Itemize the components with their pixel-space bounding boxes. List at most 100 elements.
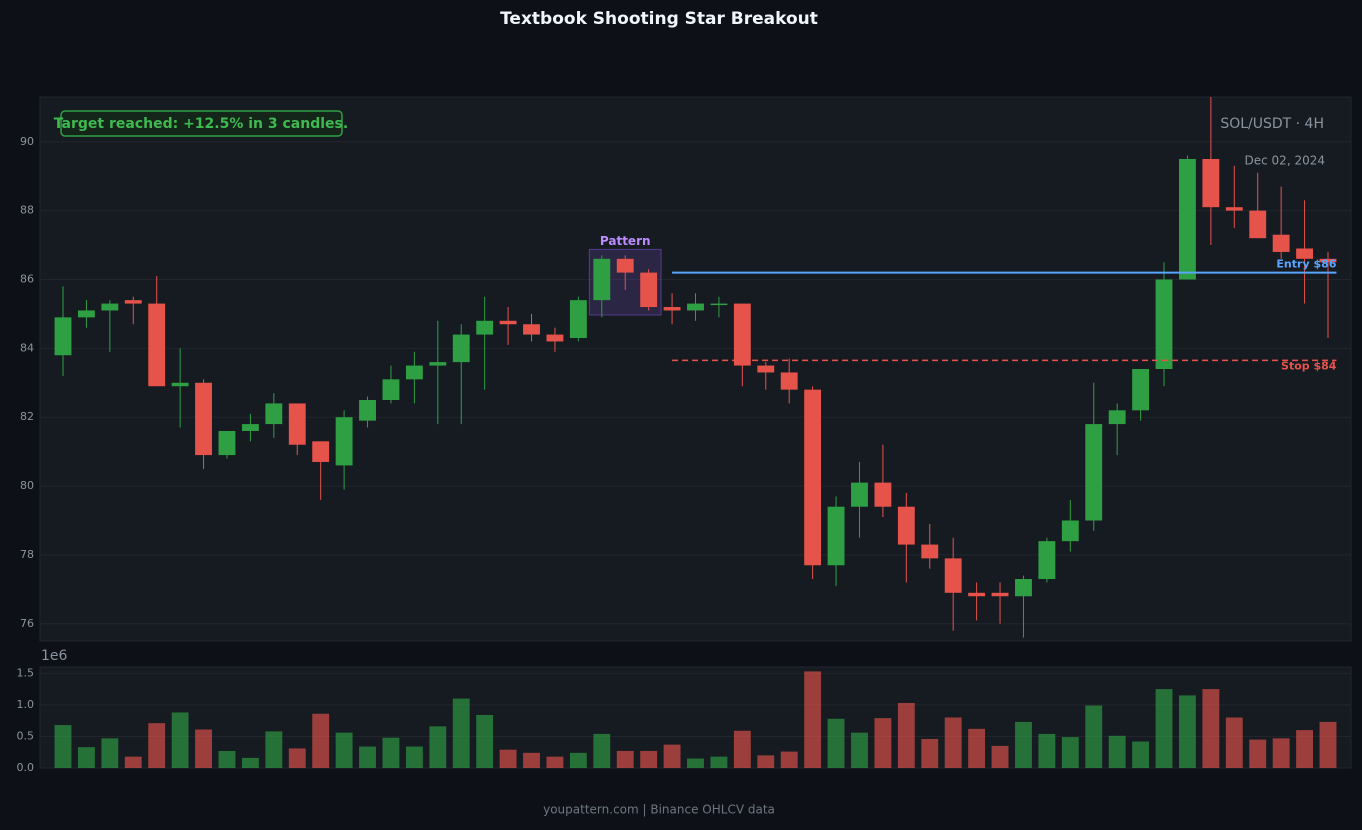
- candle-body: [546, 334, 564, 342]
- candle-body: [171, 382, 189, 387]
- volume-bar: [1179, 695, 1196, 768]
- volume-bar: [77, 747, 95, 768]
- volume-bar: [476, 714, 494, 768]
- volume-bar: [1015, 721, 1032, 768]
- annotation-box: [60, 110, 343, 137]
- volume-bar: [1155, 689, 1173, 768]
- y-tick-label: 86: [20, 272, 34, 285]
- volume-bar: [288, 748, 306, 768]
- candle-body: [1272, 234, 1290, 252]
- volume-bar: [1319, 721, 1337, 768]
- y-tick-label: 78: [20, 548, 34, 561]
- volume-panel: [39, 666, 1352, 769]
- candle-body: [101, 303, 119, 311]
- candle-body: [405, 365, 423, 380]
- volume-bar: [124, 756, 142, 768]
- candle-body: [757, 365, 775, 373]
- candle-body: [1296, 248, 1314, 259]
- candle-body: [335, 417, 353, 466]
- pattern-label: Pattern: [600, 234, 651, 248]
- candle-body: [195, 382, 212, 456]
- candle-body: [663, 307, 681, 311]
- volume-bar: [1202, 689, 1220, 768]
- volume-bar: [780, 751, 798, 768]
- y-tick-label: 84: [20, 341, 34, 354]
- candle-body: [429, 362, 447, 366]
- volume-bar: [640, 750, 658, 768]
- volume-bar: [148, 723, 166, 768]
- candle-body: [640, 272, 658, 308]
- volume-bar: [265, 731, 283, 768]
- volume-bar: [827, 718, 845, 768]
- y-tick-label: 1.0: [17, 698, 35, 711]
- candle-body: [733, 303, 751, 366]
- candle-body: [1225, 207, 1243, 211]
- candle-body: [1319, 258, 1337, 263]
- volume-bar: [757, 755, 775, 768]
- volume-bar: [429, 726, 447, 768]
- volume-bar: [359, 746, 376, 768]
- candle-body: [124, 300, 142, 304]
- candle-body: [897, 506, 915, 545]
- candle-body: [288, 403, 306, 445]
- candle-body: [1179, 158, 1196, 280]
- candle-body: [312, 441, 330, 462]
- candle-body: [569, 300, 587, 339]
- volume-bar: [733, 730, 751, 768]
- candle-body: [921, 544, 939, 559]
- volume-bar: [405, 746, 423, 768]
- volume-bar: [101, 738, 119, 768]
- annotation: Target reached: +12.5% in 3 candles.: [54, 116, 348, 132]
- candle-body: [148, 303, 166, 387]
- volume-bar: [897, 702, 915, 768]
- y-tick-label: 76: [20, 617, 34, 630]
- candle-body: [218, 430, 236, 456]
- volume-bar: [218, 750, 236, 768]
- volume-bar: [335, 732, 353, 768]
- y-tick-label: 88: [20, 204, 34, 217]
- volume-bar: [1249, 739, 1267, 768]
- candle-body: [780, 372, 798, 390]
- volume-bar: [382, 737, 400, 768]
- candle-body: [54, 317, 72, 356]
- candle-body: [476, 320, 494, 335]
- volume-bar: [1225, 717, 1243, 768]
- candle-body: [499, 320, 517, 325]
- volume-bar: [312, 713, 330, 768]
- candle-body: [827, 506, 845, 566]
- volume-bar: [54, 725, 72, 768]
- stop-label: Stop $84: [1281, 359, 1337, 372]
- candle-body: [1061, 520, 1079, 542]
- volume-bar: [546, 756, 564, 768]
- volume-bar: [874, 718, 892, 768]
- volume-bar: [593, 733, 611, 768]
- candle-body: [944, 558, 962, 593]
- candle-body: [687, 303, 704, 311]
- volume-bar: [616, 750, 634, 768]
- y-tick-label: 80: [20, 479, 34, 492]
- candle-body: [265, 403, 283, 425]
- candle-body: [1132, 369, 1150, 411]
- candle-body: [1155, 279, 1173, 369]
- volume-bar: [1296, 730, 1314, 768]
- y-tick-label: 90: [20, 135, 34, 148]
- volume-bar: [663, 744, 681, 768]
- candle-body: [874, 482, 892, 507]
- volume-bar: [499, 749, 517, 768]
- y-tick-label: 0.0: [17, 761, 35, 774]
- volume-bar: [171, 712, 189, 768]
- volume-bar: [1132, 741, 1150, 768]
- volume-bar: [1108, 735, 1126, 768]
- volume-bar: [452, 698, 470, 768]
- volume-bar: [710, 756, 728, 768]
- footer: youpattern.com | Binance OHLCV data: [543, 803, 775, 817]
- entry-label: Entry $86: [1276, 258, 1336, 271]
- volume-bar: [241, 757, 259, 768]
- y-tick-label: 1.5: [17, 666, 35, 679]
- volume-bar: [944, 717, 962, 768]
- volume-bar: [968, 728, 986, 768]
- candle-body: [77, 310, 95, 318]
- candle-body: [804, 389, 822, 566]
- candle-body: [710, 303, 728, 306]
